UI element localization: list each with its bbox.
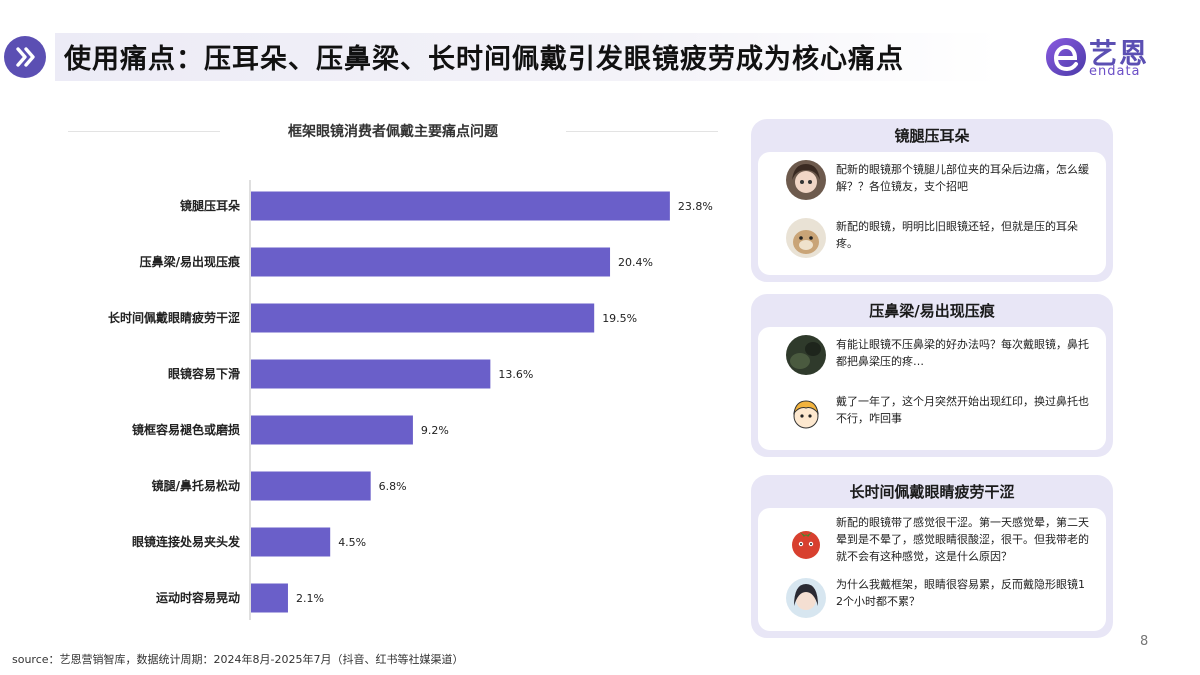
category-label: 镜框容易褪色或磨损 [132,422,240,437]
brand-sub: endata [1089,64,1141,79]
comment-text: 配新的眼镜那个镜腿儿部位夹的耳朵后边痛，怎么缓解？？各位镜友，支个招吧 [836,163,1089,193]
comment-panel-ear: 镜腿压耳朵 配新的眼镜那个镜腿儿部位夹的耳朵后边痛，怎么缓解？？各位镜友，支个招… [751,119,1113,282]
category-label: 长时间佩戴眼睛疲劳干涩 [108,310,240,325]
panel-title: 长时间佩戴眼睛疲劳干涩 [849,483,1015,501]
bar [251,247,611,277]
tomato-avatar-icon [786,522,826,562]
chart-title-row: 框架眼镜消费者佩戴主要痛点问题 [68,121,718,141]
panel-body: 配新的眼镜那个镜腿儿部位夹的耳朵后边痛，怎么缓解？？各位镜友，支个招吧 新配的眼… [758,152,1106,275]
header-band [55,33,1000,81]
cartoon-boy-avatar-icon [786,393,826,433]
chart-title: 框架眼镜消费者佩戴主要痛点问题 [288,124,498,140]
title-rule-left [68,131,220,132]
comment-text: 为什么我戴框架，眼睛很容易累，反而戴隐形眼镜1 2个小时都不累？ [836,578,1085,608]
bar [251,303,595,333]
category-label: 眼镜连接处易夹头发 [132,534,241,549]
comment-text: 新配的眼镜，明明比旧眼镜还轻，但就是压的耳朵疼。 [836,220,1078,250]
comment-text: 戴了一年了，这个月突然开始出现红印，换过鼻托也不行，咋回事 [836,395,1089,425]
value-label: 9.2% [421,424,449,437]
panel-body: 新配的眼镜带了感觉很干涩。第一天感觉晕，第二天晕到是不晕了，感觉眼睛很酸涩，很干… [758,508,1106,631]
woman-avatar-icon [786,578,826,618]
category-label: 压鼻梁/易出现压痕 [140,254,241,269]
double-chevron-right-icon [4,36,46,78]
comment-item: 为什么我戴框架，眼睛很容易累，反而戴隐形眼镜1 2个小时都不累？ [786,570,1094,622]
bar-chart: 镜腿压耳朵 23.8% 压鼻梁/易出现压痕 20.4% 长时间佩戴眼睛疲劳干涩 19.5%… [108,180,713,620]
comment-text: 新配的眼镜带了感觉很干涩。第一天感觉晕，第二天晕到是不晕了，感觉眼睛很酸涩，很干… [836,516,1089,563]
category-label: 镜腿/鼻托易松动 [152,478,240,493]
value-label: 23.8% [678,200,713,213]
comment-item: 戴了一年了，这个月突然开始出现红印，换过鼻托也不行，咋回事 [786,389,1094,437]
comment-panel-nose: 压鼻梁/易出现压痕 有能让眼镜不压鼻梁的好办法吗？每次戴眼镜，鼻托都把鼻梁压的疼… [751,294,1113,457]
brand-logo: 艺恩 endata [1043,33,1173,83]
bar [251,359,491,389]
category-label: 镜腿压耳朵 [180,198,240,213]
bar [251,583,288,613]
value-label: 4.5% [338,536,366,549]
value-label: 20.4% [618,256,653,269]
page-title: 使用痛点：压耳朵、压鼻梁、长时间佩戴引发眼镜疲劳成为核心痛点 [64,44,904,75]
value-label: 19.5% [602,312,637,325]
otter-avatar-icon [786,218,826,258]
bar [251,415,413,445]
comment-panel-fatigue: 长时间佩戴眼睛疲劳干涩 新配的眼镜带了感觉很干涩。第一天感觉晕，第二天晕到是不晕… [751,475,1113,638]
source-note: source：艺恩营销智库，数据统计周期：2024年8月-2025年7月（抖音、… [12,653,464,666]
bar [251,471,371,501]
value-label: 13.6% [498,368,533,381]
comment-item: 新配的眼镜带了感觉很干涩。第一天感觉晕，第二天晕到是不晕了，感觉眼睛很酸涩，很干… [786,514,1094,570]
value-label: 2.1% [296,592,324,605]
title-rule-right [566,131,718,132]
panel-title: 压鼻梁/易出现压痕 [869,302,995,320]
dark-photo-avatar-icon [786,335,826,375]
category-label: 眼镜容易下滑 [168,366,240,381]
panel-title: 镜腿压耳朵 [894,127,970,145]
comment-item: 有能让眼镜不压鼻梁的好办法吗？每次戴眼镜，鼻托都把鼻梁压的疼… [786,333,1094,381]
comment-item: 新配的眼镜，明明比旧眼镜还轻，但就是压的耳朵疼。 [786,214,1094,262]
comment-item: 配新的眼镜那个镜腿儿部位夹的耳朵后边痛，怎么缓解？？各位镜友，支个招吧 [786,158,1094,206]
page-number: 8 [1140,634,1149,649]
brand-name: 艺恩 [1089,37,1150,70]
panel-body: 有能让眼镜不压鼻梁的好办法吗？每次戴眼镜，鼻托都把鼻梁压的疼… 戴了一年了，这个… [758,327,1106,450]
bar [251,527,331,557]
bar [251,191,670,221]
category-label: 运动时容易晃动 [156,590,240,605]
value-label: 6.8% [379,480,407,493]
endata-logo-icon [1046,38,1086,76]
girl-avatar-icon [786,160,826,200]
comment-text: 有能让眼镜不压鼻梁的好办法吗？每次戴眼镜，鼻托都把鼻梁压的疼… [836,338,1089,368]
